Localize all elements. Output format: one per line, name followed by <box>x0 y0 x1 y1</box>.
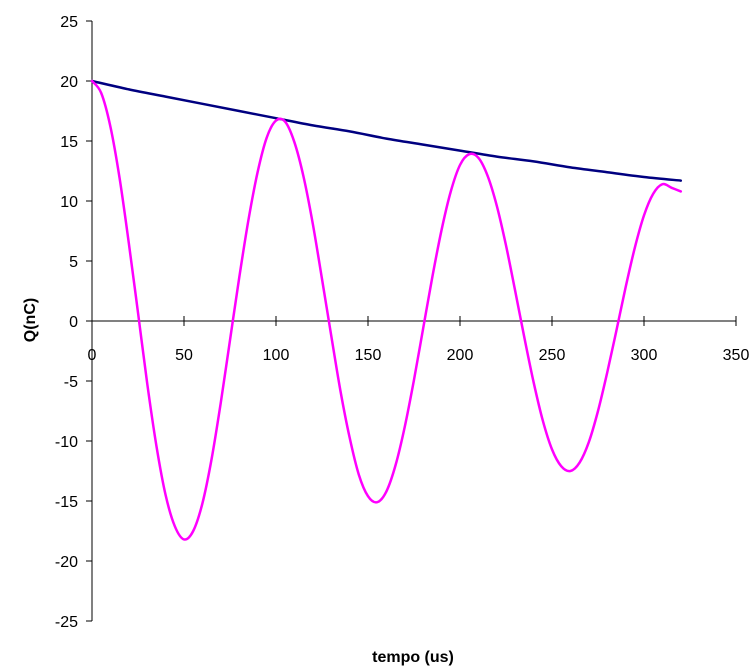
y-axis-title: Q(nC) <box>22 298 39 342</box>
y-tick-label: -5 <box>64 374 78 391</box>
y-tick-label: -20 <box>55 554 78 571</box>
y-tick-label: 0 <box>69 314 78 331</box>
y-tick-label: -25 <box>55 614 78 631</box>
y-tick-label: -15 <box>55 494 78 511</box>
x-tick-label: 50 <box>175 347 193 364</box>
x-axis-title: tempo (us) <box>372 649 454 666</box>
oscillation-series-line <box>90 79 683 541</box>
series-lines <box>90 79 683 541</box>
x-axis: 0 50 100 150 200 250 300 350 <box>88 316 750 364</box>
y-tick-label: -10 <box>55 434 78 451</box>
x-tick-label: 350 <box>723 347 750 364</box>
x-tick-label: 200 <box>447 347 474 364</box>
y-tick-label: 5 <box>69 254 78 271</box>
y-tick-label: 15 <box>60 134 78 151</box>
y-tick-label: 25 <box>60 14 78 31</box>
x-tick-label: 250 <box>539 347 566 364</box>
x-tick-label: 300 <box>631 347 658 364</box>
x-tick-label: 150 <box>355 347 382 364</box>
y-tick-label: 10 <box>60 194 78 211</box>
x-tick-label: 0 <box>88 347 97 364</box>
x-tick-label: 100 <box>263 347 290 364</box>
y-tick-label: 20 <box>60 74 78 91</box>
y-axis: 25 20 15 10 5 0 -5 -10 -15 -20 -25 <box>55 14 93 631</box>
envelope-series-line <box>90 79 683 182</box>
